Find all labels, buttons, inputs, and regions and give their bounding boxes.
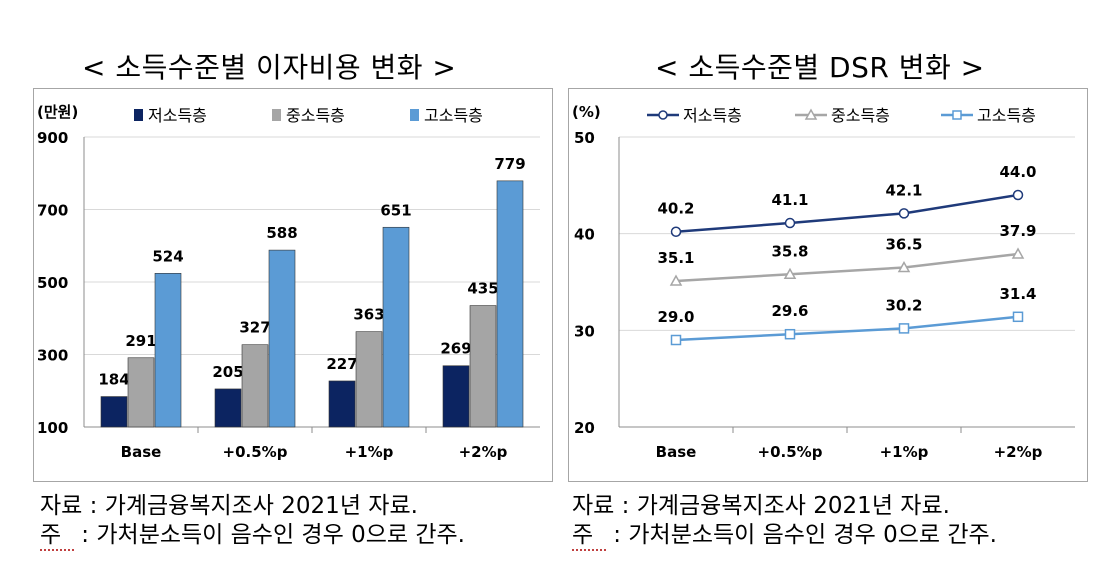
data-label: 651 [380, 201, 411, 219]
data-label: 435 [467, 280, 498, 298]
footnote-prefix: 주 [572, 515, 606, 551]
data-label: 42.1 [885, 181, 922, 199]
y-tick-label: 900 [37, 129, 68, 147]
data-label: 30.2 [885, 296, 922, 314]
legend-label: 저소득층 [683, 106, 742, 125]
footnote-body: : 가처분소득이 음수인 경우 0으로 간주. [74, 522, 465, 548]
data-label: 205 [212, 363, 243, 381]
interest-cost-bar-chart: 100 300 500 700 900 (만원) Base 184 291 524 +0.5%p 20… [37, 103, 540, 461]
data-label: 779 [494, 155, 525, 173]
data-label: 227 [326, 355, 357, 373]
series-line [675, 315, 1019, 342]
y-tick-label: 20 [574, 419, 595, 437]
data-point [897, 260, 911, 273]
data-label: 40.2 [657, 200, 694, 218]
y-tick-label: 50 [574, 129, 595, 147]
interest-cost-chart-panel: 100 300 500 700 900 (만원) Base 184 291 524 +0.5%p 20… [33, 88, 553, 482]
series-line [675, 193, 1019, 233]
dsr-chart-panel: 20 30 40 50 (%) Base +0.5%p +1%p +2%p 40.2 41.1 42.… [568, 88, 1088, 482]
bar [127, 357, 155, 428]
data-point [784, 328, 796, 340]
y-unit-label: (만원) [37, 103, 78, 121]
data-label: 37.9 [999, 222, 1036, 240]
footnote: 주 : 가처분소득이 음수인 경우 0으로 간주. [40, 515, 465, 551]
bar [469, 305, 497, 428]
footnote-body: : 가처분소득이 음수인 경우 0으로 간주. [606, 522, 997, 548]
data-point [1011, 247, 1025, 259]
data-point [669, 274, 683, 286]
legend-swatch [272, 109, 281, 121]
x-tick-label: +1%p [880, 443, 929, 461]
legend-label: 고소득층 [424, 106, 483, 125]
legend-marker [804, 108, 818, 120]
data-point [1012, 311, 1024, 323]
data-label: 291 [125, 332, 156, 350]
data-point [783, 267, 797, 280]
left-chart-title: < 소득수준별 이자비용 변화 > [82, 51, 457, 84]
x-tick-label: Base [656, 443, 697, 461]
y-tick-label: 700 [37, 202, 68, 220]
bar [241, 344, 269, 428]
footnote-prefix: 주 [40, 515, 74, 551]
data-label: 29.0 [657, 308, 694, 326]
data-point [784, 217, 796, 229]
bar [154, 273, 182, 428]
bar [382, 226, 410, 428]
legend-swatch [134, 109, 143, 121]
bar [355, 331, 383, 428]
legend-swatch [410, 109, 419, 121]
bar [496, 180, 524, 428]
x-tick-label: +0.5%p [758, 443, 823, 461]
x-tick-label: +1%p [345, 443, 394, 461]
legend-label: 중소득층 [286, 106, 345, 125]
series-line [675, 252, 1019, 283]
bar [328, 380, 356, 428]
data-label: 41.1 [771, 191, 808, 209]
legend-label: 저소득층 [148, 106, 207, 125]
data-label: 29.6 [771, 302, 808, 320]
y-tick-label: 500 [37, 274, 68, 292]
data-label: 35.1 [657, 249, 694, 267]
source-note: 자료 : 가계금융복지조사 2021년 자료. [572, 493, 950, 519]
data-point [898, 208, 910, 219]
y-unit-label: (%) [572, 103, 601, 121]
data-label: 327 [239, 319, 270, 337]
x-tick-label: +0.5%p [223, 443, 288, 461]
y-tick-label: 300 [37, 347, 68, 365]
data-point [670, 334, 682, 346]
y-tick-label: 40 [574, 226, 595, 244]
data-label: 588 [266, 224, 297, 242]
data-label: 44.0 [999, 163, 1036, 181]
data-point [670, 226, 682, 237]
data-label: 524 [152, 247, 183, 265]
right-chart-title: < 소득수준별 DSR 변화 > [655, 51, 985, 84]
data-label: 35.8 [771, 242, 808, 260]
data-point [1012, 189, 1024, 201]
x-tick-label: +2%p [994, 443, 1043, 461]
legend-label: 중소득층 [831, 106, 890, 125]
data-label: 269 [440, 340, 471, 358]
data-label: 31.4 [999, 285, 1036, 303]
data-label: 184 [98, 371, 129, 389]
x-tick-label: +2%p [459, 443, 508, 461]
bar [268, 249, 296, 428]
x-tick-label: Base [121, 443, 162, 461]
bar [100, 396, 128, 428]
dsr-line-chart: 20 30 40 50 (%) Base +0.5%p +1%p +2%p 40.2 41.1 42.… [572, 103, 1075, 461]
data-point [898, 323, 910, 334]
bar [442, 365, 470, 428]
y-tick-label: 30 [574, 322, 595, 340]
legend-marker [658, 110, 668, 120]
bar [214, 388, 242, 428]
footnote: 주 : 가처분소득이 음수인 경우 0으로 간주. [572, 515, 997, 551]
source-note: 자료 : 가계금융복지조사 2021년 자료. [40, 493, 418, 519]
legend-marker [952, 110, 962, 120]
data-label: 363 [353, 306, 384, 324]
y-tick-label: 100 [37, 419, 68, 437]
data-label: 36.5 [885, 236, 922, 254]
legend-label: 고소득층 [977, 106, 1036, 125]
